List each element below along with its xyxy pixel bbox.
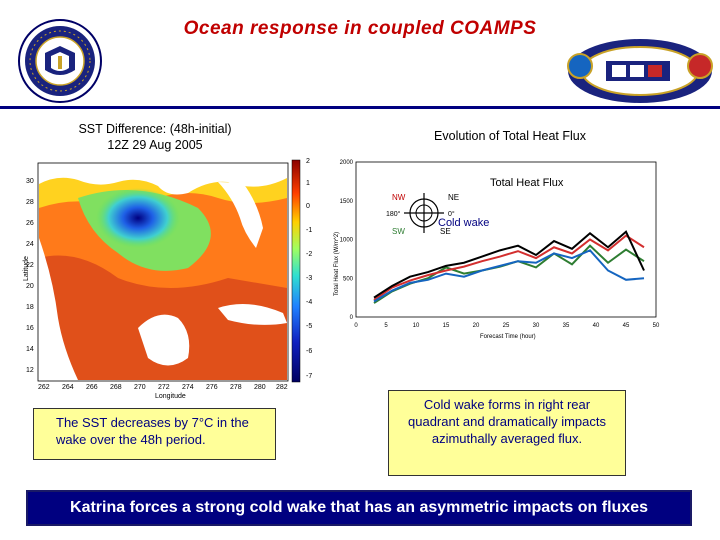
sst-x-tick: 278 (230, 384, 242, 390)
y-tick-label: 500 (343, 276, 354, 282)
sst-x-tick: 280 (254, 384, 266, 390)
quadrant-west: 180° (386, 210, 401, 218)
navy-seal-logo (18, 19, 102, 103)
y-tick-label: 0 (350, 315, 354, 321)
page-title: Ocean response in coupled COAMPS (183, 18, 537, 39)
series-line-4 (373, 230, 645, 299)
sst-caption: SST Difference: (48h-initial) 12Z 29 Aug… (40, 121, 270, 153)
x-tick-label: 50 (653, 323, 660, 329)
colorbar-tick: -7 (306, 373, 312, 380)
quadrant-ne: NE (448, 193, 459, 202)
sst-difference-map: 30 28 26 24 22 20 18 16 14 12 Latitude 2… (23, 158, 312, 390)
sst-y-tick: 24 (26, 241, 34, 248)
y-tick-label: 1000 (340, 238, 354, 244)
colorbar-tick: -4 (306, 299, 312, 306)
colorbar-tick: -3 (306, 275, 312, 282)
sst-y-tick: 22 (26, 262, 34, 269)
sst-x-tick: 264 (62, 384, 74, 390)
sst-x-tick: 270 (134, 384, 146, 390)
cold-wake-annotation: Cold wake (438, 217, 489, 229)
sst-colorbar (291, 159, 301, 383)
quadrant-sw: SW (392, 227, 405, 236)
x-tick-label: 0 (354, 323, 358, 329)
sst-y-tick: 20 (26, 283, 34, 290)
x-tick-label: 40 (593, 323, 600, 329)
colorbar-tick: -2 (306, 251, 312, 258)
flux-caption: Evolution of Total Heat Flux (434, 129, 586, 143)
x-tick-label: 35 (563, 323, 570, 329)
sst-x-tick: 276 (206, 384, 218, 390)
x-tick-label: 10 (413, 323, 420, 329)
quadrant-nw: NW (392, 193, 406, 202)
sst-y-axis-label: Latitude (23, 256, 30, 281)
quadrant-se: SE (440, 227, 451, 236)
y-tick-label: 2000 (340, 160, 354, 166)
series-line-2 (373, 234, 645, 301)
x-tick-label: 20 (473, 323, 480, 329)
sst-x-tick: 272 (158, 384, 170, 390)
colorbar-tick: -5 (306, 323, 312, 330)
sst-y-tick: 30 (26, 178, 34, 185)
sst-y-tick: 26 (26, 220, 34, 227)
chart-y-label: Total Heat Flux (W/m^2) (334, 232, 340, 296)
sst-x-tick: 274 (182, 384, 194, 390)
colorbar-tick: 2 (306, 158, 310, 165)
quadrant-compass: NW NE 180° 0° SW SE Cold wake (386, 193, 489, 236)
x-tick-label: 15 (443, 323, 450, 329)
sst-x-tick: 262 (38, 384, 50, 390)
chart-x-label: Forecast Time (hour) (480, 334, 536, 340)
x-tick-label: 5 (384, 323, 388, 329)
sst-y-tick: 16 (26, 325, 34, 332)
sst-y-tick: 18 (26, 304, 34, 311)
colorbar-tick: -1 (306, 227, 312, 234)
sst-y-ticks: 30 28 26 24 22 20 18 16 14 12 (26, 178, 34, 374)
sst-caption-line1: SST Difference: (48h-initial) (78, 122, 232, 136)
series-line-3 (373, 249, 645, 303)
sst-caption-line2: 12Z 29 Aug 2005 (107, 138, 203, 152)
summary-banner: Katrina forces a strong cold wake that h… (26, 490, 692, 526)
quadrant-east: 0° (448, 210, 455, 218)
y-tick-label: 1500 (340, 199, 354, 205)
sst-note-box: The SST decreases by 7°C in the wake ove… (33, 408, 276, 460)
sst-x-axis-label: Longitude (155, 393, 186, 400)
sst-x-tick: 266 (86, 384, 98, 390)
onr-logo (567, 39, 713, 103)
x-tick-label: 30 (533, 323, 540, 329)
plot-area (355, 161, 657, 318)
header-divider (0, 106, 720, 109)
sst-x-tick: 268 (110, 384, 122, 390)
colorbar-tick: -6 (306, 348, 312, 355)
colorbar-tick: 1 (306, 180, 310, 187)
flux-note-box: Cold wake forms in right rear quadrant a… (388, 390, 626, 476)
colorbar-tick: 0 (306, 203, 310, 210)
sst-x-tick: 282 (276, 384, 288, 390)
x-tick-label: 25 (503, 323, 510, 329)
total-heat-flux-chart: 0 500 1000 1500 2000 0 5 10 15 20 25 30 35 40 45 50 To… (334, 160, 660, 340)
sst-y-tick: 28 (26, 199, 34, 206)
chart-title: Total Heat Flux (490, 177, 564, 189)
sst-y-tick: 14 (26, 346, 34, 353)
x-tick-label: 45 (623, 323, 630, 329)
sst-y-tick: 12 (26, 367, 34, 374)
